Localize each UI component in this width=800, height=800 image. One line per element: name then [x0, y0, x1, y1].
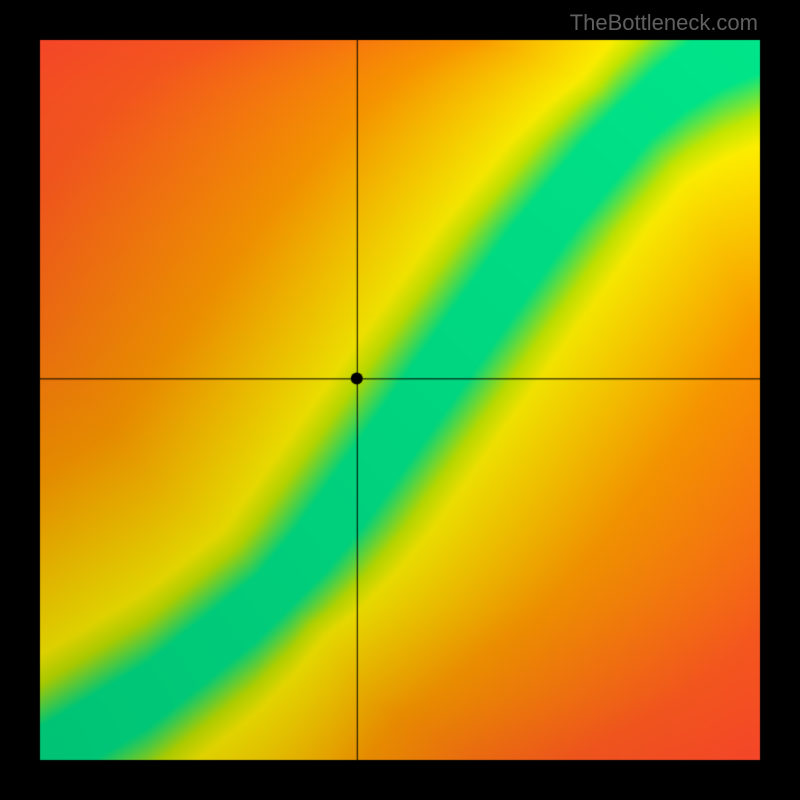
- watermark-text: TheBottleneck.com: [570, 10, 758, 36]
- chart-container: TheBottleneck.com: [0, 0, 800, 800]
- bottleneck-heatmap: [0, 0, 800, 800]
